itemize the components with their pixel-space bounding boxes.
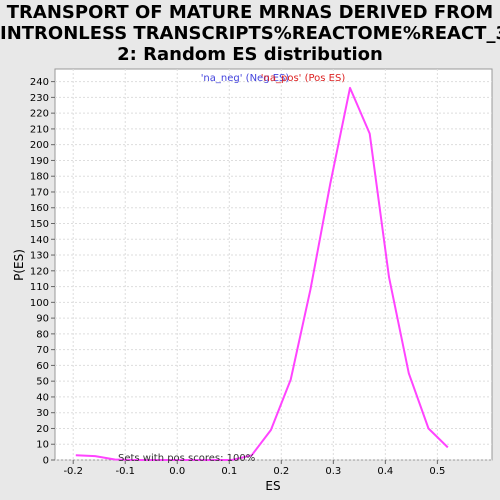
y-tick-label: 10 [36,440,49,451]
chart-title-line-2: INTRONLESS TRANSCRIPTS%REACTOME%REACT_33… [0,23,500,44]
x-tick-label: 0.1 [221,466,237,477]
chart-title: TRANSPORT OF MATURE MRNAS DERIVED FROM I… [0,2,500,65]
y-tick-label: 240 [30,77,49,88]
y-tick-label: 50 [36,377,49,388]
y-tick-label: 170 [30,187,49,198]
y-tick-label: 160 [30,203,49,214]
y-tick-label: 90 [36,314,49,325]
y-tick-label: 110 [30,282,49,293]
plot-area [54,68,493,461]
y-tick-label: 80 [36,329,49,340]
y-tick-label: 140 [30,235,49,246]
y-tick-label: 100 [30,298,49,309]
y-tick-label: 230 [30,93,49,104]
y-tick-label: 40 [36,392,49,403]
y-tick-label: 120 [30,266,49,277]
y-tick-label: 0 [43,456,49,467]
y-tick-label: 20 [36,424,49,435]
y-tick-label: 210 [30,124,49,135]
y-tick-label: 190 [30,156,49,167]
x-tick-label: -0.1 [115,466,135,477]
x-tick-label: 0.3 [325,466,341,477]
x-tick-label: 0.0 [169,466,185,477]
series-line-pos [75,86,449,461]
y-tick-label: 30 [36,408,49,419]
legend-entry-neg: 'na_neg' (Neg ES) [201,73,290,84]
x-tick-label: 0.4 [377,466,393,477]
legend-entry-pos: 'na_pos' (Pos ES) [261,73,346,84]
chart-title-line-1: TRANSPORT OF MATURE MRNAS DERIVED FROM [6,2,494,23]
x-tick-label: -0.2 [63,466,83,477]
annotation-text: Sets with pos scores: 100% [118,453,255,464]
y-tick-label: 70 [36,345,49,356]
y-tick-label: 200 [30,140,49,151]
x-tick-label: 0.2 [273,466,289,477]
y-tick-label: 60 [36,361,49,372]
x-tick-label: 0.5 [429,466,445,477]
chart-title-line-3: 2: Random ES distribution [117,44,383,65]
x-axis-label: ES [265,479,280,493]
y-axis-label: P(ES) [12,249,26,281]
y-tick-label: 130 [30,251,49,262]
y-tick-label: 150 [30,219,49,230]
legend: 'na_neg' (Neg ES) 'na_pos' (Pos ES) [201,73,346,84]
y-tick-label: 220 [30,109,49,120]
y-tick-label: 180 [30,172,49,183]
series-layer [75,86,449,461]
axes: 0 10 20 30 40 50 60 70 80 90 100 110 120 130 140 150 160… [30,77,445,477]
